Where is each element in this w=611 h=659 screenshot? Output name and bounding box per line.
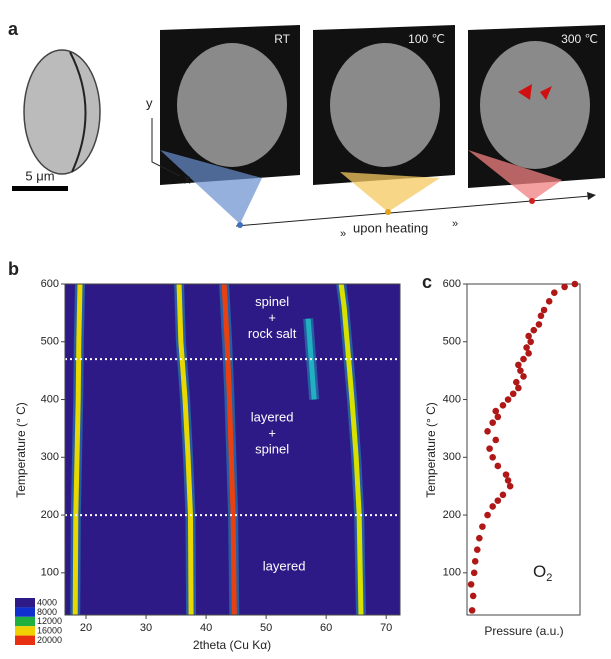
x-tick-label: 20 xyxy=(80,622,92,634)
point xyxy=(469,607,476,614)
region-label: rock salt xyxy=(248,326,297,341)
y-tick-label: 500 xyxy=(41,336,59,348)
point xyxy=(541,307,548,314)
point xyxy=(538,312,545,319)
frame-label: 100 ℃ xyxy=(408,32,445,46)
frame-label: RT xyxy=(274,32,290,46)
x-tick-label: 60 xyxy=(320,622,332,634)
point xyxy=(515,385,522,392)
point xyxy=(530,327,537,334)
species: O2 xyxy=(533,562,552,583)
region-label: spinel xyxy=(255,294,289,309)
y-tick-label: 100 xyxy=(443,567,461,579)
y-tick-label: 600 xyxy=(41,278,59,290)
point xyxy=(492,408,499,415)
point xyxy=(572,281,579,288)
y-tick-label: 200 xyxy=(41,509,59,521)
species-subscript: 2 xyxy=(546,572,552,584)
point xyxy=(525,350,532,357)
point xyxy=(489,419,496,426)
y-tick-label: 600 xyxy=(443,278,461,290)
point xyxy=(551,289,558,296)
x-tick-label: 40 xyxy=(200,622,212,634)
y-tick-label: 300 xyxy=(41,451,59,463)
y-axis-title: Temperature (° C) xyxy=(424,402,438,498)
point xyxy=(474,546,481,553)
point xyxy=(561,284,568,291)
colorbar-label: 20000 xyxy=(37,635,62,645)
colorbar-swatch xyxy=(15,598,35,607)
point xyxy=(505,396,512,403)
figure: » » a 5 μm y x RT 100 ℃ 300 ℃ upon heati… xyxy=(0,0,611,654)
colorbar-swatch xyxy=(15,607,35,616)
point xyxy=(503,471,510,478)
point xyxy=(515,362,522,369)
species-symbol: O xyxy=(533,562,546,581)
panel-label: c xyxy=(422,272,432,292)
point xyxy=(484,512,491,519)
axis-label: x xyxy=(184,171,191,186)
axis-label: y xyxy=(146,95,153,110)
caption: upon heating xyxy=(353,220,428,235)
y-tick-label: 200 xyxy=(443,509,461,521)
point xyxy=(479,523,486,530)
point xyxy=(495,414,502,421)
region-label: + xyxy=(268,310,276,325)
point xyxy=(507,483,514,490)
point xyxy=(517,367,524,374)
point xyxy=(492,437,499,444)
region-label: layered xyxy=(251,410,294,425)
panel-label: a xyxy=(8,19,19,39)
y-tick-label: 300 xyxy=(443,451,461,463)
x-tick-label: 50 xyxy=(260,622,272,634)
point xyxy=(484,428,491,435)
y-tick-label: 500 xyxy=(443,336,461,348)
frame xyxy=(467,284,580,615)
point xyxy=(510,390,517,397)
panel-label: b xyxy=(8,259,19,279)
region-label: + xyxy=(268,426,276,441)
point xyxy=(500,402,507,409)
point xyxy=(513,379,520,386)
point xyxy=(527,338,534,345)
region-label: layered xyxy=(263,558,306,573)
point xyxy=(470,593,477,600)
colorbar-swatch xyxy=(15,617,35,626)
colorbar-swatch xyxy=(15,626,35,635)
point xyxy=(472,558,479,565)
x-axis-title: Pressure (a.u.) xyxy=(484,624,563,638)
point xyxy=(489,454,496,461)
point xyxy=(546,298,553,305)
point xyxy=(489,503,496,510)
svg-text:»: » xyxy=(340,228,346,240)
y-tick-label: 400 xyxy=(443,393,461,405)
region-label: spinel xyxy=(255,442,289,457)
point xyxy=(495,463,502,470)
scale-label: 5 μm xyxy=(25,168,54,183)
y-tick-label: 100 xyxy=(41,567,59,579)
y-tick-label: 400 xyxy=(41,393,59,405)
point xyxy=(525,333,532,340)
point xyxy=(536,321,543,328)
point xyxy=(476,535,483,542)
panel-a-art: » » xyxy=(12,25,605,240)
x-tick-label: 30 xyxy=(140,622,152,634)
colorbar-swatch xyxy=(15,636,35,645)
point xyxy=(471,570,478,577)
point xyxy=(520,356,527,363)
point xyxy=(520,373,527,380)
point xyxy=(505,477,512,484)
y-axis-title: Temperature (° C) xyxy=(14,402,28,498)
point xyxy=(523,344,530,351)
frame-label: 300 ℃ xyxy=(561,32,598,46)
x-tick-label: 70 xyxy=(380,622,392,634)
point xyxy=(500,492,507,499)
point xyxy=(486,445,493,452)
point xyxy=(495,497,502,504)
x-axis-title: 2theta (Cu Kα) xyxy=(193,638,271,652)
svg-text:»: » xyxy=(452,218,458,230)
point xyxy=(468,581,475,588)
